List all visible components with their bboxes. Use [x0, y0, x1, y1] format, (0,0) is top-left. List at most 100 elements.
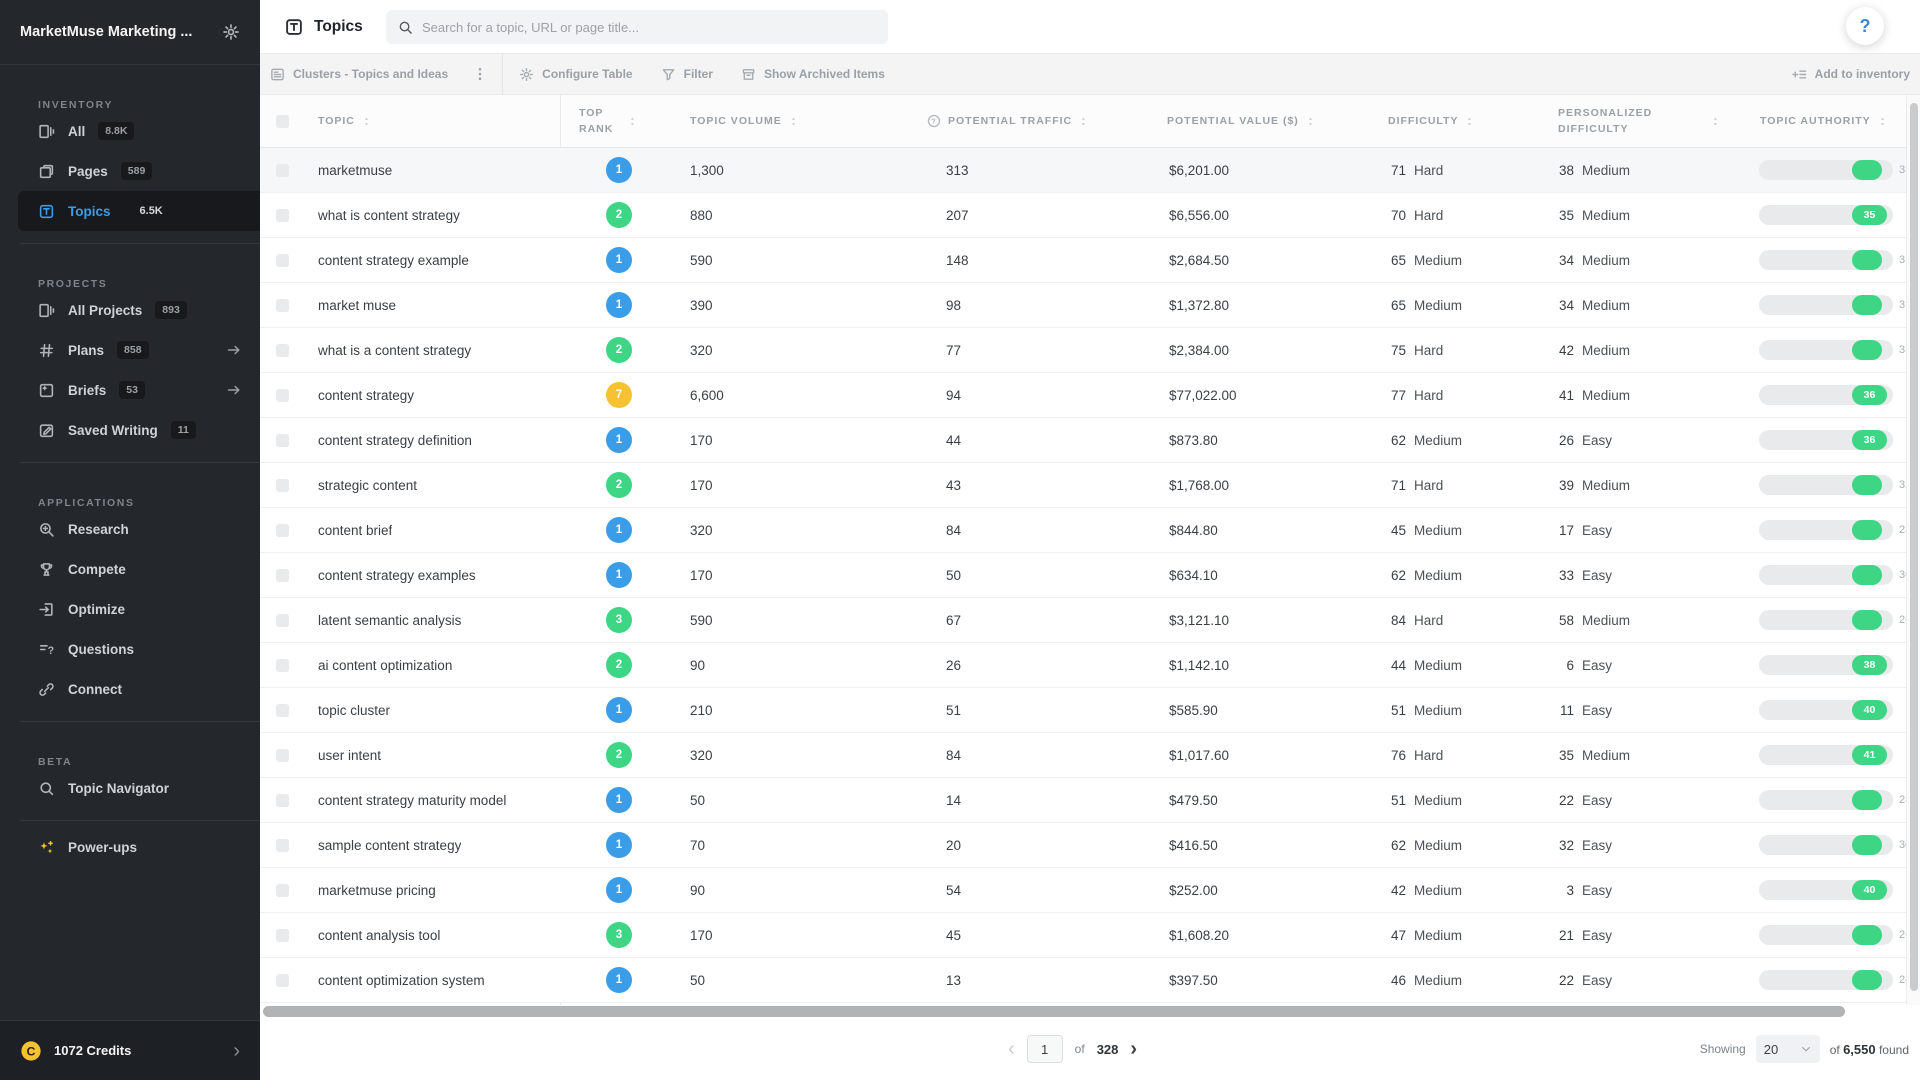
page-number-input[interactable] [1026, 1035, 1063, 1063]
table-row[interactable]: content strategy examples 1 170 50 $634.… [260, 553, 1911, 598]
sort-icon [1711, 115, 1720, 128]
topic-cell[interactable]: strategic content [318, 477, 418, 493]
row-checkbox[interactable] [276, 928, 289, 942]
column-header-potential-traffic[interactable]: ? POTENTIAL TRAFFIC [927, 95, 1088, 147]
row-checkbox[interactable] [276, 703, 289, 717]
sidebar-item-research[interactable]: Research [18, 509, 260, 549]
help-button[interactable]: ? [1846, 7, 1884, 45]
topic-cell[interactable]: content brief [318, 522, 393, 538]
sidebar-item-saved-writing[interactable]: Saved Writing 11 [18, 410, 260, 450]
row-checkbox[interactable] [276, 568, 289, 582]
row-checkbox[interactable] [276, 298, 289, 312]
topic-cell[interactable]: user intent [318, 747, 382, 763]
topic-cell[interactable]: content strategy definition [318, 432, 472, 448]
table-row[interactable]: content strategy definition 1 170 44 $87… [260, 418, 1906, 463]
row-checkbox[interactable] [276, 208, 289, 222]
topic-cell[interactable]: content strategy examples [318, 567, 476, 583]
column-header-topic[interactable]: TOPIC [318, 95, 371, 147]
table-row[interactable]: content analysis tool 3 170 45 $1,608.20… [260, 913, 1911, 958]
difficulty-cell: 75 Hard [1390, 342, 1444, 358]
topic-cell[interactable]: content optimization system [318, 972, 485, 988]
sidebar-item-all-projects[interactable]: All Projects 893 [18, 290, 260, 330]
row-checkbox[interactable] [276, 253, 289, 267]
search-input[interactable] [422, 19, 876, 35]
topic-cell[interactable]: topic cluster [318, 702, 391, 718]
table-row[interactable]: marketmuse 1 1,300 313 $6,201.00 71 Hard… [260, 148, 1911, 193]
page-size-select[interactable]: 20 [1755, 1035, 1820, 1063]
table-row[interactable]: what is a content strategy 2 320 77 $2,3… [260, 328, 1911, 373]
column-header-difficulty[interactable]: DIFFICULTY [1388, 95, 1474, 147]
topic-cell[interactable]: sample content strategy [318, 837, 462, 853]
row-checkbox[interactable] [276, 523, 289, 537]
configure-table-button[interactable]: Configure Table [519, 67, 633, 82]
sidebar-item-connect[interactable]: Connect [18, 669, 260, 709]
search-box[interactable] [386, 10, 888, 44]
difficulty-cell: 44 Medium [1390, 657, 1463, 673]
row-checkbox[interactable] [276, 658, 289, 672]
column-header-top-rank[interactable]: TOP RANK [579, 95, 637, 147]
topic-cell[interactable]: marketmuse pricing [318, 882, 436, 898]
table-row[interactable]: content optimization system 1 50 13 $397… [260, 958, 1911, 1003]
select-all-checkbox[interactable] [276, 114, 289, 128]
table-row[interactable]: user intent 2 320 84 $1,017.60 76 Hard 3… [260, 733, 1906, 778]
topic-cell[interactable]: what is content strategy [318, 207, 460, 223]
row-checkbox[interactable] [276, 748, 289, 762]
row-checkbox[interactable] [276, 388, 289, 402]
filter-button[interactable]: Filter [661, 67, 713, 82]
sidebar-item-pages[interactable]: Pages 589 [18, 151, 260, 191]
table-row[interactable]: content brief 1 320 84 $844.80 45 Medium… [260, 508, 1911, 553]
topic-cell[interactable]: content strategy example [318, 252, 469, 268]
sidebar-item-optimize[interactable]: Optimize [18, 589, 260, 629]
topic-cell[interactable]: latent semantic analysis [318, 612, 462, 628]
row-checkbox[interactable] [276, 478, 289, 492]
sidebar-item-power-ups[interactable]: Power-ups [18, 827, 260, 867]
table-row[interactable]: what is content strategy 2 880 207 $6,55… [260, 193, 1906, 238]
topic-cell[interactable]: content analysis tool [318, 927, 441, 943]
sidebar-item-questions[interactable]: ? Questions [18, 629, 260, 669]
topic-cell[interactable]: marketmuse [318, 162, 393, 178]
table-row[interactable]: content strategy maturity model 1 50 14 … [260, 778, 1911, 823]
next-page-button[interactable]: › [1130, 1037, 1138, 1060]
topic-cell[interactable]: ai content optimization [318, 657, 453, 673]
settings-gear-icon[interactable] [222, 23, 240, 41]
column-header-potential-value[interactable]: POTENTIAL VALUE ($) [1167, 95, 1315, 147]
sidebar-item-compete[interactable]: Compete [18, 549, 260, 589]
table-row[interactable]: marketmuse pricing 1 90 54 $252.00 42 Me… [260, 868, 1906, 913]
table-row[interactable]: topic cluster 1 210 51 $585.90 51 Medium… [260, 688, 1906, 733]
table-row[interactable]: strategic content 2 170 43 $1,768.00 71 … [260, 463, 1911, 508]
row-checkbox[interactable] [276, 613, 289, 627]
row-checkbox[interactable] [276, 163, 289, 177]
sidebar-item-plans[interactable]: Plans 858 [18, 330, 260, 370]
table-row[interactable]: content strategy 7 6,600 94 $77,022.00 7… [260, 373, 1906, 418]
topic-cell[interactable]: market muse [318, 297, 397, 313]
previous-page-button[interactable]: ‹ [1008, 1037, 1015, 1060]
sidebar-item-topic-navigator[interactable]: Topic Navigator [18, 768, 260, 808]
column-header-topic-volume[interactable]: TOPIC VOLUME [690, 95, 798, 147]
sidebar-item-briefs[interactable]: Briefs 53 [18, 370, 260, 410]
view-menu-kebab-icon[interactable] [472, 66, 488, 82]
column-header-personalized-difficulty[interactable]: PERSONALIZED DIFFICULTY [1558, 95, 1720, 147]
topic-cell[interactable]: content strategy maturity model [318, 792, 507, 808]
topic-cell[interactable]: content strategy [318, 387, 415, 403]
table-row[interactable]: content strategy example 1 590 148 $2,68… [260, 238, 1911, 283]
row-checkbox[interactable] [276, 883, 289, 897]
row-checkbox[interactable] [276, 433, 289, 447]
column-header-topic-authority[interactable]: TOPIC AUTHORITY [1760, 95, 1887, 147]
add-to-inventory-button[interactable]: Add to inventory [1791, 67, 1910, 82]
horizontal-scrollbar-thumb[interactable] [263, 1006, 1845, 1017]
topic-cell[interactable]: what is a content strategy [318, 342, 472, 358]
table-row[interactable]: sample content strategy 1 70 20 $416.50 … [260, 823, 1911, 868]
row-checkbox[interactable] [276, 973, 289, 987]
row-checkbox[interactable] [276, 793, 289, 807]
row-checkbox[interactable] [276, 838, 289, 852]
vertical-scrollbar-thumb[interactable] [1910, 103, 1918, 991]
row-checkbox[interactable] [276, 343, 289, 357]
credits-bar[interactable]: C 1072 Credits › [0, 1020, 260, 1080]
sidebar-item-all[interactable]: All 8.8K [18, 111, 260, 151]
sidebar-item-topics[interactable]: Topics 6.5K [18, 191, 260, 231]
show-archived-button[interactable]: Show Archived Items [741, 67, 885, 82]
table-row[interactable]: latent semantic analysis 3 590 67 $3,121… [260, 598, 1911, 643]
table-row[interactable]: ai content optimization 2 90 26 $1,142.1… [260, 643, 1906, 688]
view-selector[interactable]: Clusters - Topics and Ideas [270, 67, 448, 82]
table-row[interactable]: market muse 1 390 98 $1,372.80 65 Medium… [260, 283, 1911, 328]
